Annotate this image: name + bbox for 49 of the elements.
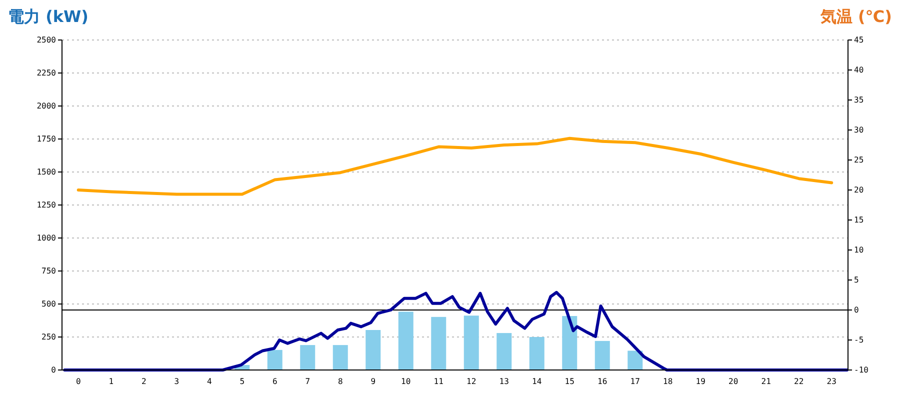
y-tick-label: 1000 [36, 234, 56, 243]
y2-tick-label: -10 [854, 366, 869, 375]
x-tick-label: 21 [761, 377, 772, 386]
x-tick-label: 1 [108, 377, 114, 386]
y2-tick-label: 20 [854, 186, 864, 195]
y-axis-title: 電力 (kW) [8, 7, 88, 26]
x-tick-label: 23 [826, 377, 837, 386]
y-tick-label: 0 [51, 366, 56, 375]
x-tick-label: 22 [794, 377, 804, 386]
x-tick-label: 5 [240, 377, 245, 386]
x-tick-label: 18 [663, 377, 673, 386]
x-tick-label: 4 [206, 377, 212, 386]
y-tick-label: 2250 [36, 68, 56, 78]
y-tick-label: 500 [42, 300, 56, 309]
x-tick-label: 8 [338, 377, 343, 386]
x-tick-label: 9 [370, 377, 376, 386]
x-tick-label: 13 [499, 377, 510, 386]
x-tick-label: 19 [696, 377, 706, 386]
y2-tick-label: 30 [854, 126, 864, 135]
x-tick-label: 6 [272, 377, 278, 386]
x-tick-label: 2 [141, 377, 146, 386]
y2-tick-label: 10 [854, 246, 864, 255]
x-tick-label: 16 [598, 377, 608, 386]
x-tick-label: 11 [434, 377, 444, 386]
x-tick-label: 10 [401, 377, 411, 386]
y2-tick-label: 5 [854, 276, 859, 285]
y2-tick-label: -5 [854, 336, 864, 345]
x-tick-label: 12 [466, 377, 476, 386]
y2-tick-label: 0 [854, 306, 859, 315]
y-tick-label: 1250 [36, 200, 56, 210]
y2-tick-label: 15 [854, 216, 864, 225]
y2-axis-title: 気温 (℃) [819, 7, 892, 26]
y-tick-label: 1500 [36, 168, 56, 177]
y-tick-label: 250 [42, 332, 56, 342]
y2-tick-label: 45 [854, 36, 864, 45]
x-tick-label: 3 [174, 377, 180, 386]
x-tick-label: 17 [630, 377, 640, 386]
y-tick-label: 2500 [36, 36, 56, 45]
y2-tick-label: 25 [854, 156, 864, 165]
x-tick-label: 14 [532, 377, 542, 386]
x-tick-label: 20 [728, 377, 738, 386]
y2-tick-label: 35 [854, 96, 864, 105]
x-tick-label: 7 [305, 377, 310, 386]
y-tick-label: 1750 [36, 134, 56, 144]
y2-tick-label: 40 [854, 66, 864, 75]
x-tick-label: 15 [564, 377, 575, 386]
y-tick-label: 750 [42, 266, 56, 276]
y-tick-label: 2000 [36, 102, 56, 111]
x-tick-label: 0 [76, 377, 81, 386]
